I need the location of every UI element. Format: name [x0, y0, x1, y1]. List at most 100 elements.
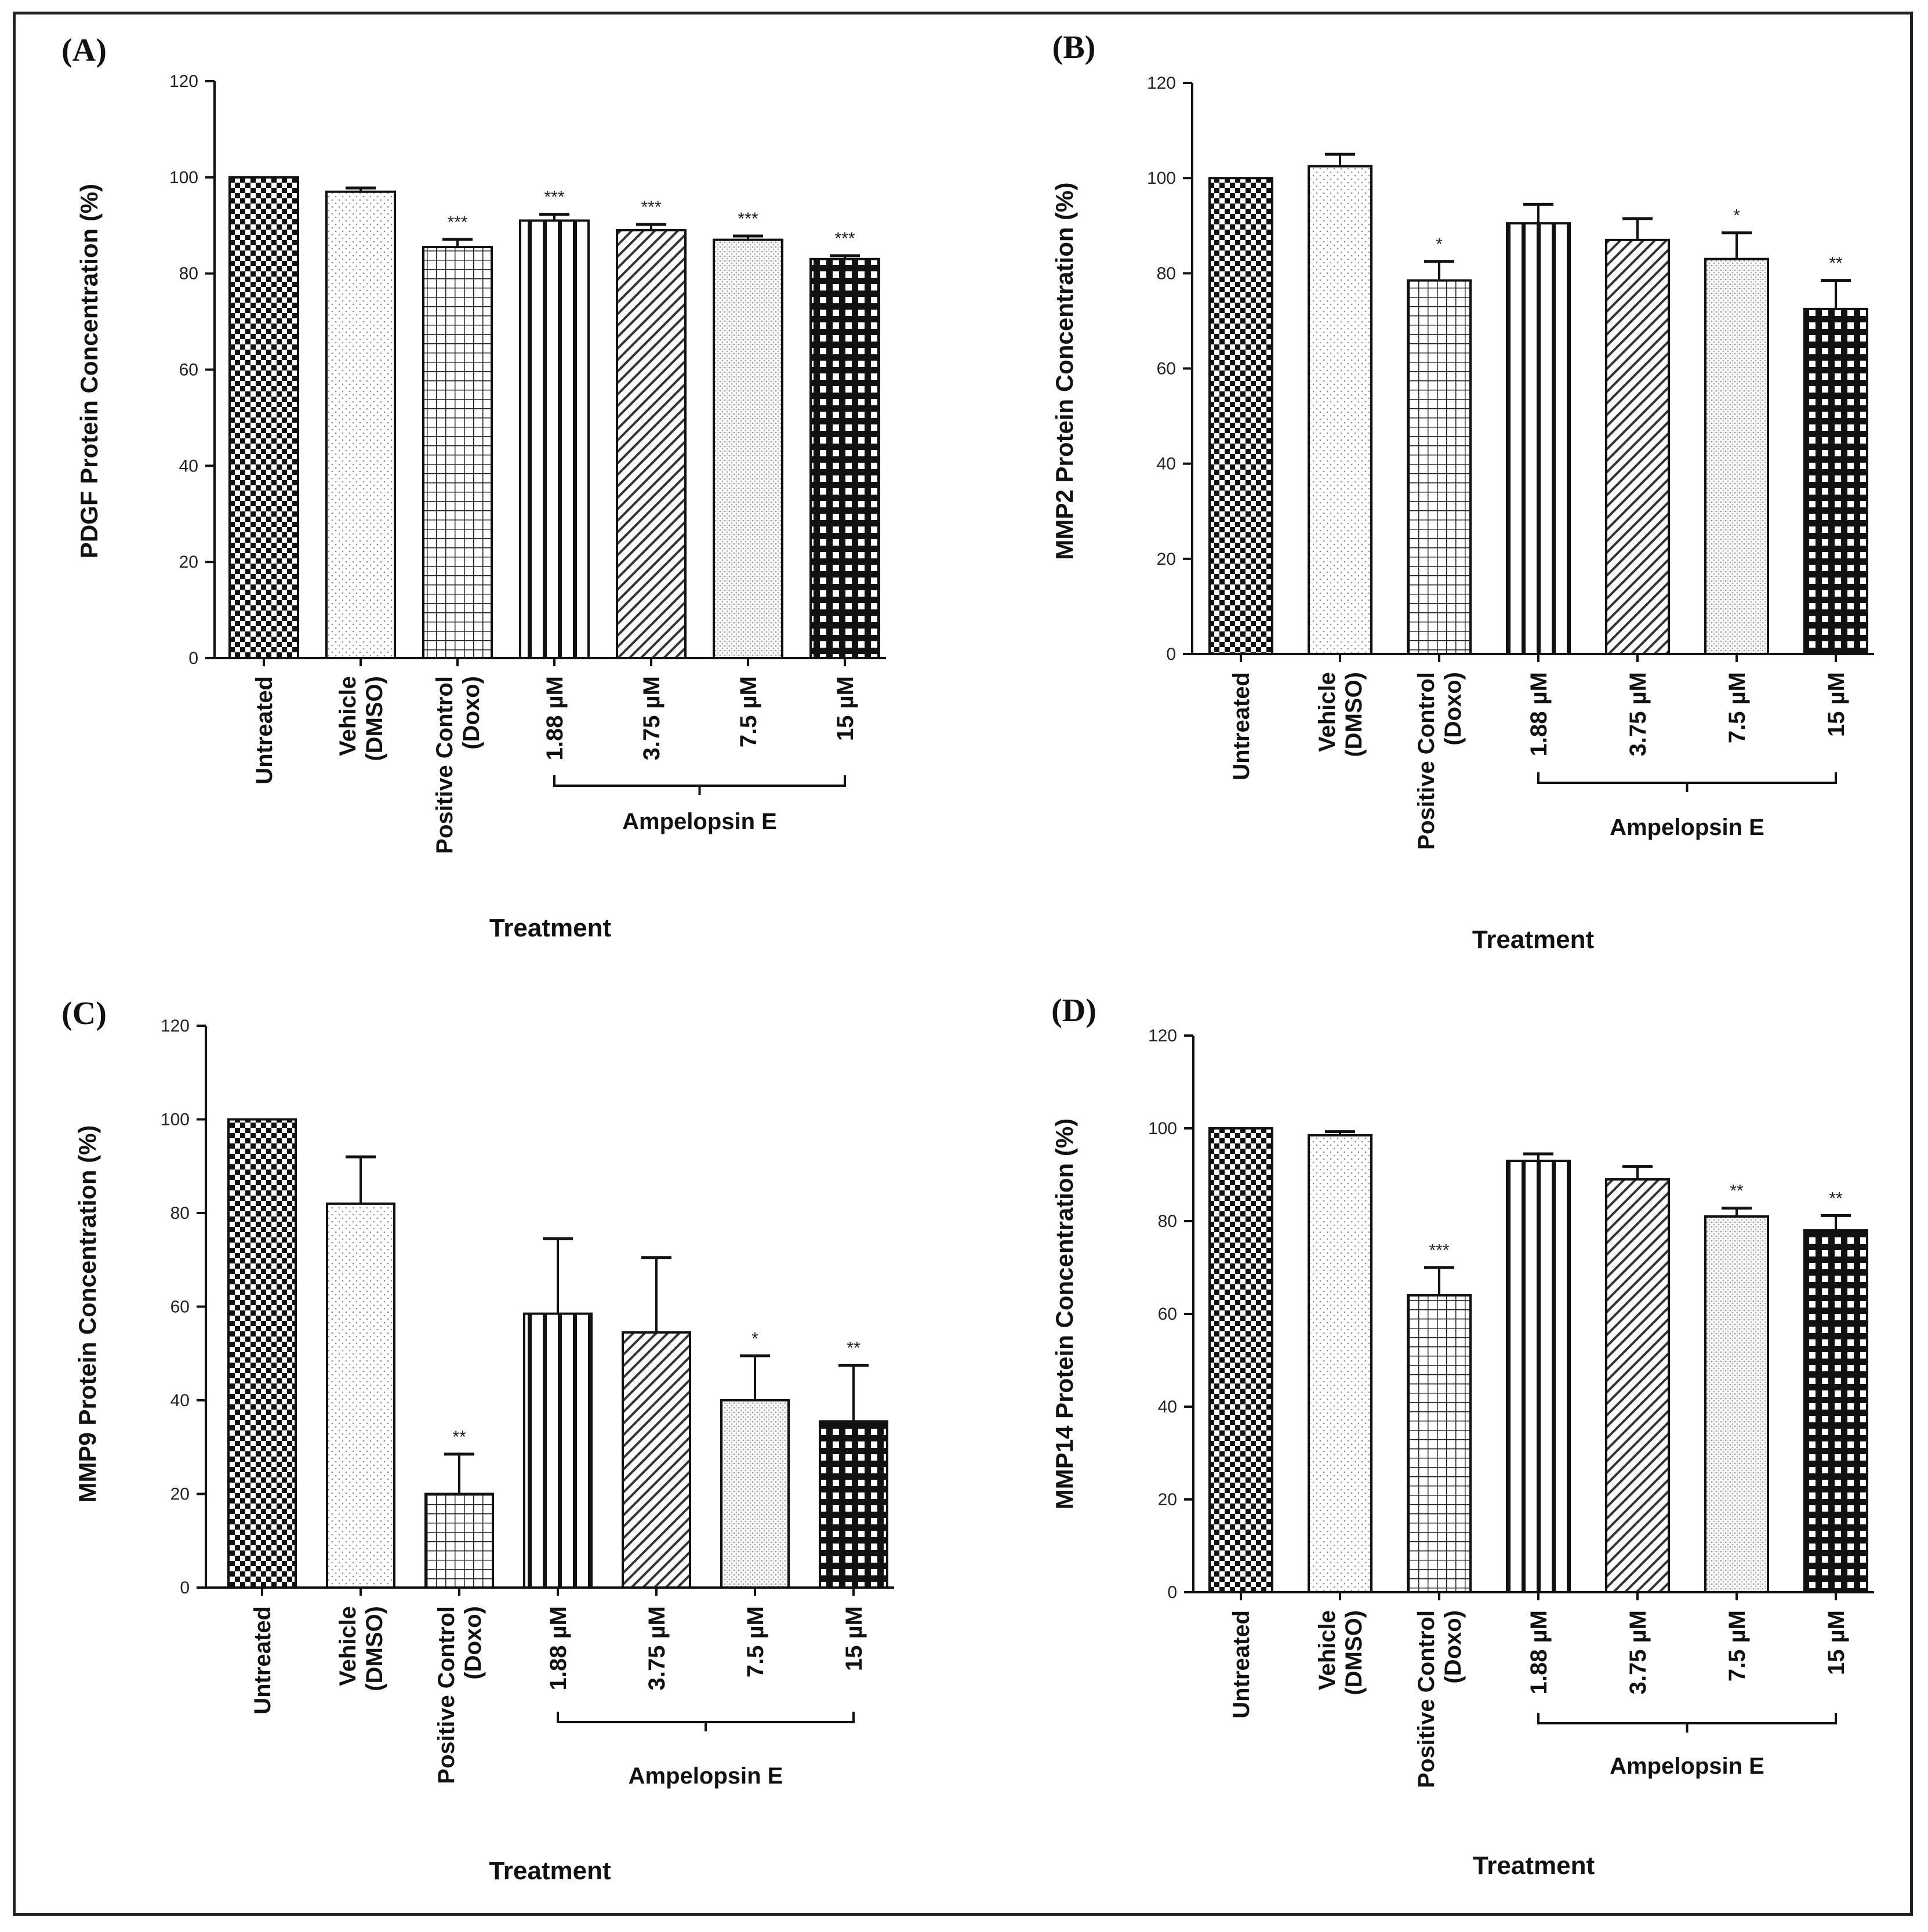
- group-bracket: [557, 1712, 855, 1731]
- significance-label: ***: [738, 209, 758, 228]
- y-tick-label: 80: [1157, 264, 1176, 283]
- y-tick-label: 80: [1158, 1212, 1177, 1231]
- group-bracket: [1537, 772, 1837, 792]
- x-category-label: (DMSO): [362, 1606, 387, 1691]
- group-label: Ampelopsin E: [1610, 815, 1764, 840]
- x-category-label: (Doxo): [1440, 1610, 1466, 1684]
- significance-label: **: [1730, 1182, 1744, 1201]
- x-category-label: Positive Control: [434, 1606, 459, 1784]
- x-category-label: 15 µM: [833, 676, 858, 741]
- x-category-label: 7.5 µM: [736, 676, 761, 747]
- x-category-label: (DMSO): [362, 676, 387, 761]
- x-category-label: Positive Control: [1414, 672, 1439, 850]
- bar: [1704, 1215, 1769, 1593]
- x-category-label: 1.88 µM: [1526, 1610, 1552, 1694]
- bar: [616, 229, 687, 659]
- significance-label: ***: [834, 229, 855, 248]
- x-category-label: Untreated: [1229, 672, 1254, 780]
- bar: [1605, 238, 1670, 655]
- x-category-label: Positive Control: [1414, 1610, 1439, 1788]
- x-category-label: (Doxo): [459, 676, 484, 750]
- x-category-label: 7.5 µM: [743, 1606, 768, 1677]
- significance-label: ***: [641, 198, 661, 217]
- bar: [622, 1331, 691, 1589]
- x-category-label: 15 µM: [841, 1606, 867, 1671]
- significance-label: **: [847, 1338, 860, 1357]
- significance-label: ***: [447, 213, 467, 232]
- group-label: Ampelopsin E: [629, 1763, 783, 1789]
- x-category-label: Untreated: [1229, 1610, 1254, 1719]
- y-tick-label: 40: [170, 1391, 190, 1410]
- x-axis-label: Treatment: [489, 914, 612, 942]
- x-category-label: (Doxo): [460, 1606, 486, 1680]
- y-tick-label: 20: [1158, 1490, 1177, 1509]
- y-tick-label: 60: [170, 1298, 190, 1317]
- y-tick-label: 120: [161, 1016, 190, 1036]
- x-category-label: 3.75 µM: [1625, 1610, 1651, 1694]
- y-tick-label: 20: [179, 553, 198, 572]
- significance-label: **: [1829, 254, 1843, 273]
- significance-label: ***: [1429, 1241, 1449, 1260]
- significance-label: *: [1733, 206, 1740, 226]
- y-tick-label: 80: [170, 1204, 190, 1223]
- bar: [325, 190, 396, 660]
- y-tick-label: 100: [1148, 1119, 1177, 1138]
- x-category-label: Vehicle: [335, 1606, 361, 1686]
- y-tick-label: 40: [1158, 1397, 1177, 1417]
- x-category-label: 1.88 µM: [1526, 672, 1552, 756]
- group-label: Ampelopsin E: [622, 809, 777, 834]
- bar: [809, 257, 880, 659]
- x-category-label: Untreated: [250, 1606, 275, 1715]
- y-tick-label: 0: [180, 1578, 190, 1597]
- y-tick-label: 0: [1167, 1583, 1177, 1602]
- bar: [1605, 1178, 1670, 1593]
- bar: [713, 238, 783, 659]
- x-category-label: 1.88 µM: [546, 1606, 571, 1690]
- bar: [1208, 177, 1273, 655]
- y-tick-label: 100: [169, 168, 198, 187]
- x-category-label: Vehicle: [1315, 1610, 1340, 1690]
- panel-a: (A) PDGF Protein Concentration (%) 0 20 40 60…: [61, 32, 886, 942]
- panel-label: (C): [61, 996, 107, 1032]
- x-category-label: Vehicle: [1315, 672, 1340, 752]
- panel-c: (C) MMP9 Protein Concentration (%) 0 20 40 60…: [61, 996, 894, 1885]
- x-category-label: 7.5 µM: [1724, 1610, 1750, 1682]
- y-tick-label: 60: [179, 361, 198, 380]
- y-axis-label: MMP14 Protein Concentration (%): [1051, 1118, 1078, 1509]
- bar: [422, 246, 493, 659]
- y-tick-label: 20: [170, 1485, 190, 1504]
- bar: [1308, 165, 1373, 656]
- bar: [1407, 1294, 1472, 1593]
- bar: [1506, 222, 1571, 656]
- y-tick-label: 0: [188, 649, 198, 668]
- x-axis-label: Treatment: [1472, 925, 1595, 954]
- panel-label: (A): [61, 32, 107, 68]
- bar: [523, 1312, 593, 1589]
- x-category-label: (DMSO): [1341, 1610, 1367, 1695]
- bar: [519, 219, 590, 660]
- x-category-label: 3.75 µM: [644, 1606, 670, 1690]
- y-tick-label: 0: [1166, 645, 1176, 664]
- y-axis-label: PDGF Protein Concentration (%): [75, 184, 103, 558]
- group-bracket: [553, 775, 846, 795]
- bar: [720, 1399, 790, 1589]
- bar: [1308, 1134, 1373, 1593]
- panel-label: (D): [1051, 993, 1096, 1029]
- significance-label: ***: [544, 188, 564, 207]
- y-tick-label: 120: [1147, 74, 1176, 93]
- x-category-label: (Doxo): [1440, 672, 1466, 746]
- x-category-label: 15 µM: [1824, 1610, 1849, 1675]
- bar: [1506, 1160, 1571, 1593]
- bar: [1803, 307, 1868, 655]
- bar: [228, 176, 299, 660]
- panel-b: (B) MMP2 Protein Concentration (%) 0 20 40 60…: [1051, 30, 1874, 954]
- x-category-label: (DMSO): [1341, 672, 1367, 757]
- x-category-label: 7.5 µM: [1724, 672, 1750, 743]
- panel-label: (B): [1052, 30, 1096, 66]
- panel-d: (D) MMP14 Protein Concentration (%) 0 20 40 6…: [1051, 993, 1874, 1880]
- bar: [1208, 1127, 1273, 1593]
- significance-label: *: [1436, 235, 1443, 254]
- y-tick-label: 20: [1157, 550, 1176, 569]
- x-category-label: Positive Control: [432, 676, 458, 854]
